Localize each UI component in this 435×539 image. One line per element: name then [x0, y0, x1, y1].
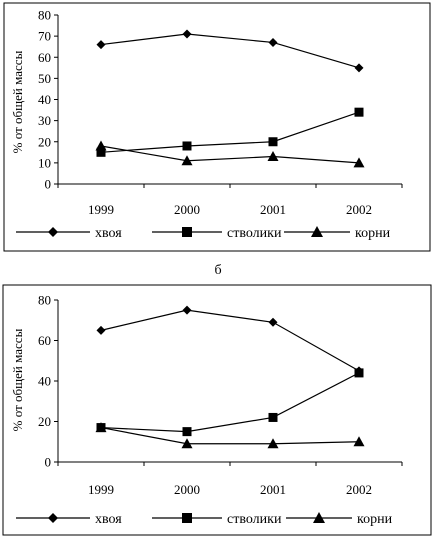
chart-a-data-point	[95, 140, 107, 151]
chart-a-y-tick-label: 0	[45, 177, 52, 192]
chart-a-data-point	[267, 151, 279, 162]
chart-b-legend-label: хвоя	[95, 512, 122, 527]
chart-b-x-tick-label: 2002	[346, 482, 372, 497]
chart-a-y-tick-label: 50	[38, 71, 51, 86]
chart-a-legend-label: корни	[355, 226, 391, 241]
chart-a-y-tick-label: 60	[38, 50, 51, 65]
chart-b-legend-marker	[48, 513, 58, 523]
chart-a-data-point	[182, 141, 192, 151]
chart-b-x-tick-label: 1999	[88, 482, 114, 497]
chart-b-x-tick-label: 2001	[260, 482, 286, 497]
chart-a-data-point	[268, 137, 278, 147]
chart-b-legend-label: корни	[357, 512, 393, 527]
chart-b-data-point	[96, 325, 106, 335]
chart-b-legend-marker	[313, 512, 325, 523]
chart-a-legend-marker	[311, 226, 323, 237]
chart-a-y-tick-label: 80	[38, 8, 51, 23]
chart-a-border	[3, 2, 431, 252]
chart-a-series-line-хвоя	[100, 33, 360, 69]
chart-b-data-point	[353, 436, 365, 447]
chart-a-data-point	[182, 29, 192, 39]
chart-a-y-tick-label: 30	[38, 113, 51, 128]
chart-a-y-tick-label: 70	[38, 29, 51, 44]
chart-a-y-tick-label: 10	[38, 155, 51, 170]
chart-b-data-point	[268, 412, 278, 422]
chart-b-data-point	[268, 317, 278, 327]
chart-a-series-line-корни	[100, 145, 360, 164]
chart-a-legend-label: стволики	[227, 226, 282, 241]
chart-b-legend-label: стволики	[227, 512, 282, 527]
chart-a-ylabel: % от общей массы	[10, 50, 25, 153]
chart-b-y-tick-label: 0	[45, 455, 52, 470]
chart-a-data-point	[181, 155, 193, 166]
chart-a-y-tick-label: 20	[38, 134, 51, 149]
chart-b-data-point	[354, 368, 364, 378]
chart-b-data-point	[181, 438, 193, 449]
chart-a-y-tick-label: 40	[38, 92, 51, 107]
chart-b-ylabel: % от общей массы	[10, 328, 25, 431]
chart-b-data-point	[182, 427, 192, 437]
chart-a-x-tick-label: 2002	[346, 202, 372, 217]
chart-b-series-line-корни	[100, 426, 360, 445]
chart-a-data-point	[268, 37, 278, 47]
chart-b-series-line-стволики	[100, 372, 360, 433]
chart-b-data-point	[267, 438, 279, 449]
chart-b-y-tick-label: 60	[38, 333, 51, 348]
chart-a-data-point	[96, 40, 106, 50]
chart-b-y-tick-label: 40	[38, 374, 51, 389]
chart-a-legend-marker	[48, 227, 58, 237]
chart-a-x-tick-label: 2001	[260, 202, 286, 217]
chart-a-legend-marker	[182, 227, 192, 237]
chart-b: 0 20 40 60 80 1999 2000 2001 2002 хвоя стволики кор…	[16, 293, 403, 527]
chart-a-series-line-стволики	[100, 111, 360, 153]
chart-b-series-line-хвоя	[100, 309, 360, 372]
chart-b-data-point	[95, 422, 107, 433]
chart-a-data-point	[96, 147, 106, 157]
chart-b-legend-marker	[182, 513, 192, 523]
chart-b-border	[2, 284, 432, 536]
chart-b-y-tick-label: 80	[38, 293, 51, 308]
chart-b-y-tick-label: 20	[38, 414, 51, 429]
chart-b-data-point	[182, 305, 192, 315]
chart-a-data-point	[354, 107, 364, 117]
chart-a-x-tick-label: 1999	[88, 202, 114, 217]
chart-a-data-point	[353, 157, 365, 168]
chart-b-caption: б	[214, 263, 221, 278]
chart-a-x-tick-label: 2000	[174, 202, 200, 217]
chart-a-data-point	[354, 63, 364, 73]
chart-a-legend-label: хвоя	[95, 226, 122, 241]
chart-b-x-tick-label: 2000	[174, 482, 200, 497]
chart-a: 0 10 20 30 40 50 60 70 80 1999 2000 2001 2002 хвоя ств…	[16, 8, 403, 241]
